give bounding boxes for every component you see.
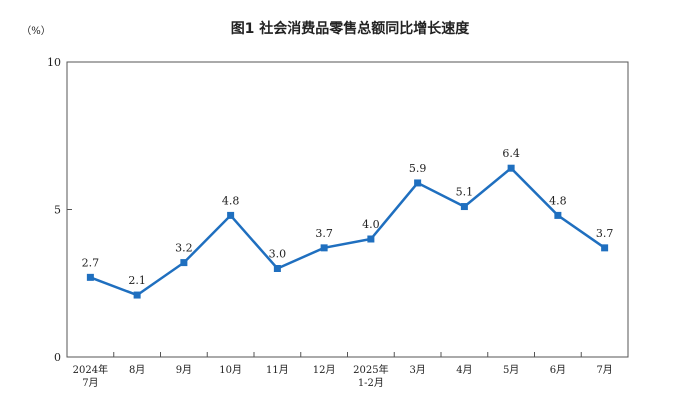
x-tick-label: 11月 (266, 364, 289, 376)
data-label: 4.8 (549, 194, 567, 207)
data-label: 4.0 (362, 218, 380, 231)
x-tick-label: 12月 (313, 364, 336, 376)
chart-title: 图1 社会消费品零售总额同比增长速度 (231, 20, 471, 37)
data-label: 6.4 (502, 147, 520, 160)
x-tick-label: 3月 (409, 364, 425, 376)
y-axis-unit: （%） (21, 25, 51, 37)
x-tick-label: 5月 (503, 364, 519, 376)
data-labels: 2.7 2.1 3.2 4.8 3.0 3.7 4.0 5.9 5.1 6.4 4.8 3.7 (82, 147, 614, 287)
data-label: 3.7 (315, 227, 333, 240)
x-tick-label: 10月 (219, 364, 242, 376)
data-label: 2.7 (82, 256, 100, 269)
data-label: 4.8 (222, 194, 240, 207)
data-point (227, 211, 235, 219)
series-line-layer (86, 164, 609, 299)
data-point (320, 244, 328, 252)
data-point (133, 291, 141, 299)
data-label: 3.2 (175, 242, 193, 255)
x-tick-label: 4月 (456, 364, 472, 376)
x-tick-label: 7月 (596, 364, 612, 376)
x-tick-label: 6月 (550, 364, 566, 376)
data-label: 5.1 (456, 186, 474, 199)
data-point (554, 211, 562, 219)
x-tick-label: 9月 (176, 364, 192, 376)
plot-frame (66, 61, 629, 358)
x-tick-label: 2024年 (73, 363, 108, 376)
x-tick-label: 7月 (82, 377, 98, 389)
y-tick-label: 0 (54, 351, 61, 364)
data-point (414, 179, 422, 187)
data-point (367, 235, 375, 243)
series-line (89, 166, 606, 297)
data-label: 2.1 (128, 274, 146, 287)
x-tick-label: 1-2月 (358, 377, 384, 389)
x-tick-label: 2025年 (353, 363, 388, 376)
data-point (180, 259, 188, 267)
data-point (86, 273, 94, 281)
data-label: 3.0 (269, 248, 287, 261)
y-tick-label: 5 (54, 204, 61, 217)
data-point (273, 265, 281, 272)
axes (66, 61, 629, 358)
x-tick-label: 8月 (129, 364, 145, 376)
data-label: 3.7 (596, 227, 614, 240)
y-tick-label: 10 (47, 56, 61, 69)
data-label: 5.9 (409, 162, 427, 175)
data-point (601, 244, 609, 252)
data-point (460, 203, 468, 211)
data-point (507, 164, 515, 172)
